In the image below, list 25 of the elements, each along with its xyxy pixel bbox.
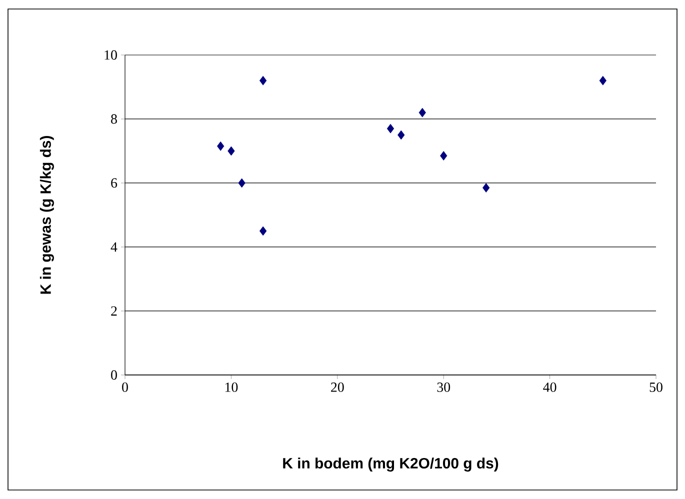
x-axis-title: K in bodem (mg K2O/100 g ds) (283, 458, 498, 472)
y-tick-label: 10 (104, 50, 117, 60)
y-tick-label: 2 (111, 306, 117, 316)
point (386, 124, 394, 134)
point (238, 178, 246, 188)
point (228, 146, 235, 156)
y-tick-label: 4 (110, 242, 118, 252)
point (259, 226, 267, 236)
x-tick-label: 0 (122, 382, 128, 392)
y-tick-label: 0 (111, 370, 117, 380)
x-tick-label: 30 (437, 382, 450, 392)
x-tick-label: 40 (543, 382, 556, 392)
y-tick-label: 8 (111, 114, 117, 124)
point (418, 108, 426, 118)
point (599, 76, 606, 86)
x-tick-label: 20 (331, 382, 344, 392)
point (440, 151, 448, 160)
point (259, 76, 267, 86)
x-tick-label: 50 (650, 382, 662, 392)
y-axis-title: K in gewas (g K/kg ds) (40, 136, 54, 294)
x-tick-label: 10 (225, 382, 238, 392)
y-tick-label: 6 (111, 178, 118, 188)
point (398, 130, 405, 140)
point (217, 141, 224, 151)
point (482, 183, 490, 192)
